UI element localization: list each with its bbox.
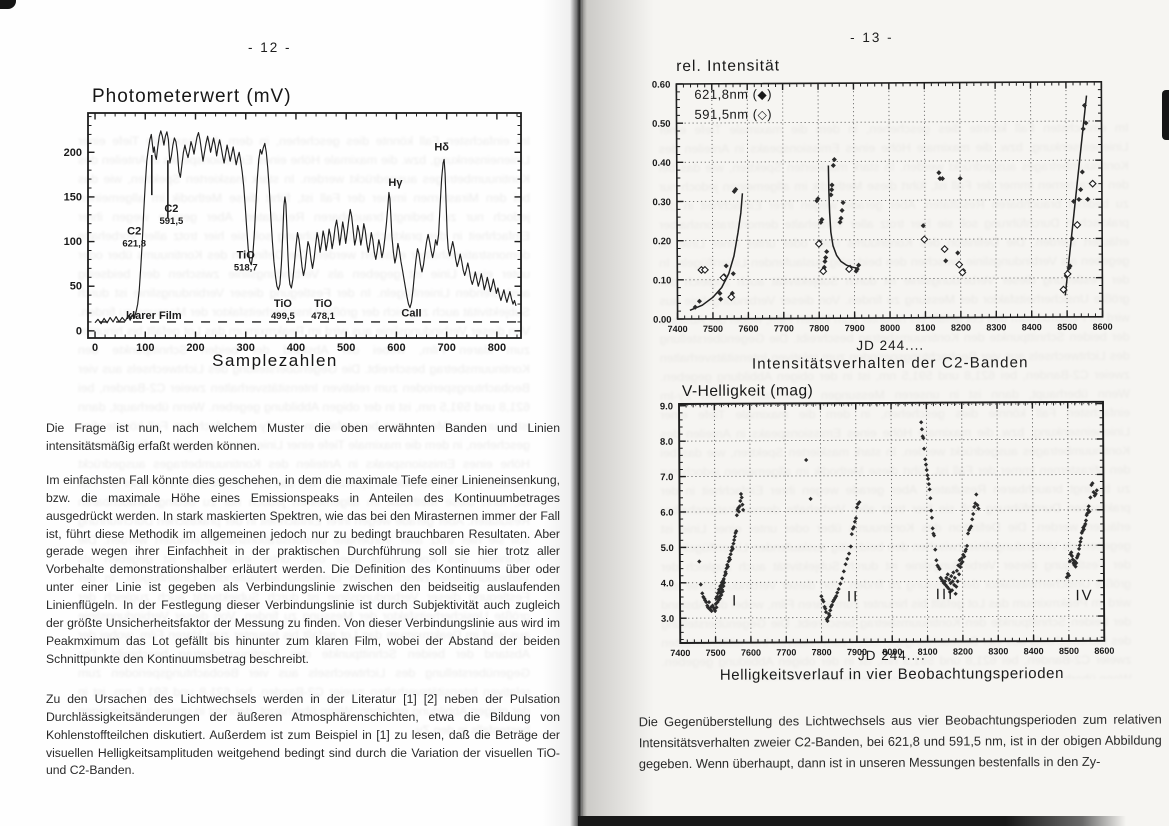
svg-text:0: 0 xyxy=(76,325,82,337)
spectrum-chart-title: Photometerwert (mV) xyxy=(92,86,292,107)
lightcurve-plot: 7400 7500 7600 7700 7800 7900 8000 8100 8200 8300… xyxy=(640,379,1157,682)
svg-text:8300: 8300 xyxy=(986,322,1006,332)
intensity-x-axis-label: JD 244.... xyxy=(856,337,925,354)
intensity-chart-caption: Intensitätsverhalten der C2-Banden xyxy=(751,354,1029,373)
svg-text:III: III xyxy=(936,586,955,603)
svg-text:4.0: 4.0 xyxy=(661,578,674,589)
svg-text:7700: 7700 xyxy=(774,323,794,333)
book-spine-shadow xyxy=(570,0,587,826)
svg-text:8100: 8100 xyxy=(918,647,938,657)
svg-text:8300: 8300 xyxy=(988,646,1008,656)
svg-text:50: 50 xyxy=(70,281,82,293)
svg-text:0.60: 0.60 xyxy=(652,80,671,91)
page-number: - 13 - xyxy=(850,29,894,46)
svg-text:klarer Film: klarer Film xyxy=(126,310,182,322)
svg-text:800: 800 xyxy=(488,342,506,354)
svg-text:621,8: 621,8 xyxy=(122,238,146,249)
svg-text:100: 100 xyxy=(64,236,82,248)
svg-text:8500: 8500 xyxy=(1059,646,1079,656)
paragraph: Zu den Ursachen des Lichtwechsels werden… xyxy=(46,691,560,778)
svg-text:CaII: CaII xyxy=(401,308,421,320)
svg-text:8600: 8600 xyxy=(1094,646,1114,656)
svg-text:8400: 8400 xyxy=(1022,322,1042,332)
spectrum-x-axis-label: Samplezahlen xyxy=(212,351,338,370)
svg-text:TiO: TiO xyxy=(314,298,333,310)
svg-text:7600: 7600 xyxy=(741,648,761,658)
svg-text:8.0: 8.0 xyxy=(660,437,673,448)
right-body-text: Die Gegenüberstellung des Lichtwechsels … xyxy=(639,708,1162,790)
svg-text:TiO: TiO xyxy=(274,298,293,310)
paragraph: Die Gegenüberstellung des Lichtwechsels … xyxy=(638,711,1162,772)
scan-artifact xyxy=(1162,90,1169,140)
svg-text:7900: 7900 xyxy=(845,323,865,333)
svg-text:0.00: 0.00 xyxy=(653,315,672,326)
svg-text:150: 150 xyxy=(64,191,82,203)
svg-text:II: II xyxy=(847,588,859,605)
intensity-plot: 7400 7500 7600 7700 7800 7900 8000 8100 8200 8300… xyxy=(638,57,1155,360)
svg-text:0.50: 0.50 xyxy=(652,119,671,130)
svg-text:6.0: 6.0 xyxy=(660,508,673,519)
lightcurve-x-axis-label: JD 244.... xyxy=(857,647,926,664)
svg-text:8400: 8400 xyxy=(1024,646,1044,656)
svg-text:500: 500 xyxy=(337,342,355,354)
svg-text:8600: 8600 xyxy=(1093,322,1113,332)
svg-text:C2: C2 xyxy=(127,225,141,237)
svg-text:499,5: 499,5 xyxy=(271,311,295,322)
spectrum-plot: klarer Film 0 100 200 300 400 500 600 700 800 0 50 1… xyxy=(55,88,547,388)
svg-text:0.30: 0.30 xyxy=(652,197,671,208)
legend-entry: 591,5nm (◇) xyxy=(694,106,773,122)
svg-text:7400: 7400 xyxy=(670,648,690,658)
lightcurve-chart-caption: Helligkeitsverlauf in vier Beobachtungsp… xyxy=(719,664,1065,684)
svg-text:8200: 8200 xyxy=(951,322,971,332)
svg-text:8000: 8000 xyxy=(880,323,900,333)
svg-text:I: I xyxy=(732,593,738,610)
svg-text:700: 700 xyxy=(437,342,455,354)
svg-text:TiO: TiO xyxy=(237,250,256,262)
svg-text:7600: 7600 xyxy=(738,324,758,334)
svg-text:7500: 7500 xyxy=(706,648,726,658)
svg-text:0: 0 xyxy=(92,342,98,354)
paragraph: Die Frage ist nun, nach welchem Muster d… xyxy=(46,421,560,453)
svg-text:IV: IV xyxy=(1075,587,1093,604)
svg-text:0.10: 0.10 xyxy=(653,275,672,286)
svg-text:400: 400 xyxy=(287,342,305,354)
scan-artifact xyxy=(578,816,1126,826)
svg-text:0.40: 0.40 xyxy=(652,158,671,169)
svg-text:300: 300 xyxy=(237,342,255,354)
svg-text:8500: 8500 xyxy=(1057,322,1077,332)
scan-artifact xyxy=(0,0,16,9)
svg-text:7.0: 7.0 xyxy=(660,472,673,483)
svg-text:7900: 7900 xyxy=(847,647,867,657)
svg-text:200: 200 xyxy=(186,342,204,354)
page-number: - 12 - xyxy=(248,40,292,55)
svg-text:Hγ: Hγ xyxy=(388,177,403,189)
svg-text:5.0: 5.0 xyxy=(661,543,674,554)
svg-text:C2: C2 xyxy=(164,203,178,215)
svg-text:591,5: 591,5 xyxy=(159,216,183,227)
svg-text:518,7: 518,7 xyxy=(234,263,258,274)
legend-entry: 621,8nm (◆) xyxy=(694,86,773,102)
paragraph: Im einfachsten Fall könnte dies geschehe… xyxy=(46,472,560,666)
svg-text:0.20: 0.20 xyxy=(653,236,672,247)
left-body-text: Die Frage ist nun, nach welchem Muster d… xyxy=(46,420,560,796)
svg-text:200: 200 xyxy=(64,147,82,159)
svg-text:8100: 8100 xyxy=(915,323,935,333)
svg-text:100: 100 xyxy=(136,342,154,354)
svg-text:7800: 7800 xyxy=(812,647,832,657)
svg-text:7800: 7800 xyxy=(809,323,829,333)
svg-text:8000: 8000 xyxy=(882,647,902,657)
svg-text:8200: 8200 xyxy=(953,646,973,656)
svg-text:7700: 7700 xyxy=(776,647,796,657)
svg-text:Hδ: Hδ xyxy=(434,142,449,154)
svg-text:7400: 7400 xyxy=(668,324,688,334)
chart-legend: 621,8nm (◆) 591,5nm (◇) xyxy=(694,85,772,125)
svg-text:7500: 7500 xyxy=(703,324,723,334)
svg-text:478,1: 478,1 xyxy=(311,311,335,322)
svg-text:600: 600 xyxy=(387,342,405,354)
svg-text:9.0: 9.0 xyxy=(660,401,673,412)
svg-text:3.0: 3.0 xyxy=(661,614,674,625)
